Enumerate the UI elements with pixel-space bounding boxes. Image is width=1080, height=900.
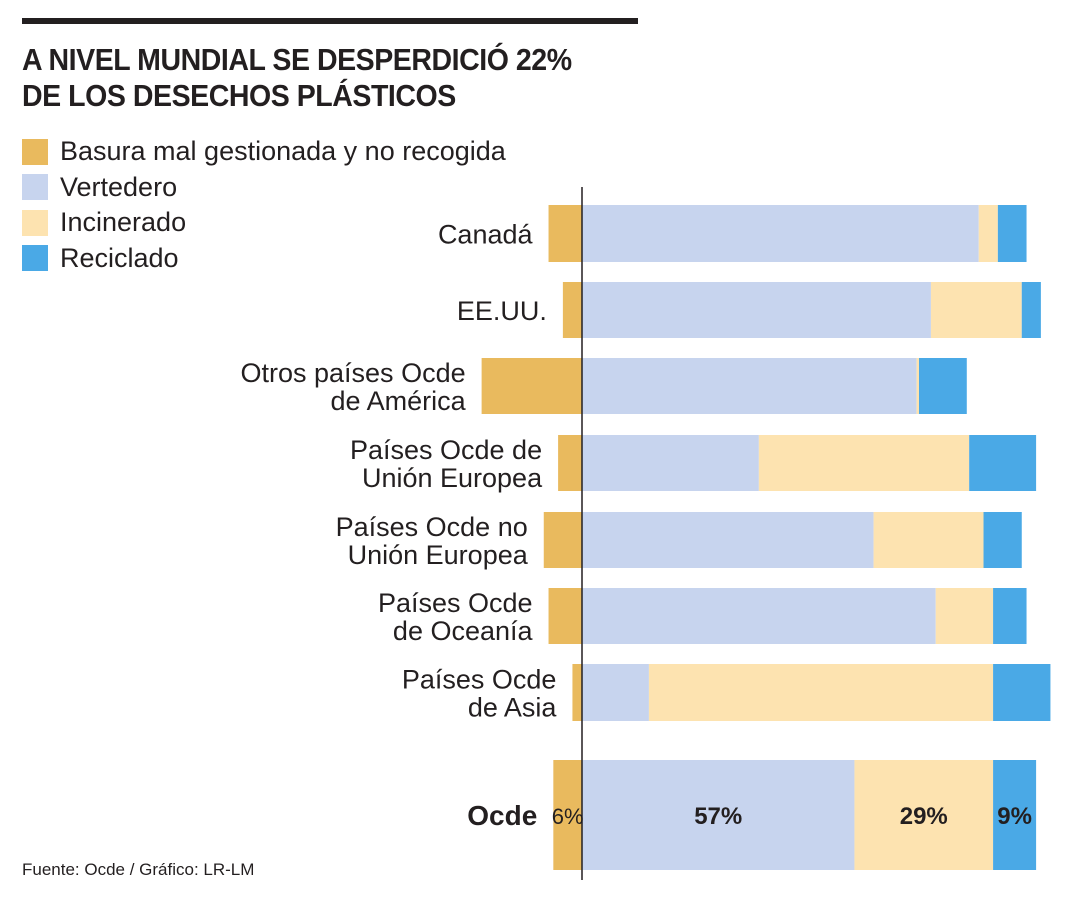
bar-segment-recycled <box>969 435 1037 491</box>
category-label: Unión Europea <box>362 463 543 493</box>
legend-item: Incinerado <box>22 205 506 241</box>
data-label: 9% <box>997 803 1032 830</box>
category-label: Unión Europea <box>348 540 529 570</box>
data-label: 29% <box>900 803 948 830</box>
category-label: EE.UU. <box>457 296 547 326</box>
legend: Basura mal gestionada y no recogida Vert… <box>22 134 506 276</box>
bar-segment-mismanaged <box>548 205 582 262</box>
legend-item: Reciclado <box>22 241 506 277</box>
bar-segment-mismanaged <box>558 435 582 491</box>
bar-segment-incinerated <box>978 205 998 262</box>
bar-segment-recycled <box>1021 282 1041 338</box>
chart-title: A NIVEL MUNDIAL SE DESPERDICIÓ 22% DE LO… <box>22 42 572 114</box>
bar-segment-landfill <box>582 282 931 338</box>
category-label: Otros países Ocde <box>241 358 466 388</box>
title-line-2: DE LOS DESECHOS PLÁSTICOS <box>22 78 456 113</box>
bar-segment-mismanaged <box>481 358 582 414</box>
legend-label: Reciclado <box>60 242 179 273</box>
legend-swatch <box>22 174 48 201</box>
bar-segment-recycled <box>997 205 1027 262</box>
source-note: Fuente: Ocde / Gráfico: LR-LM <box>22 860 255 879</box>
legend-item: Basura mal gestionada y no recogida <box>22 134 506 170</box>
title-line-1: A NIVEL MUNDIAL SE DESPERDICIÓ 22% <box>22 42 572 77</box>
category-label: Países Ocde <box>402 665 557 695</box>
bar-segment-landfill <box>582 512 874 568</box>
bar-segment-incinerated <box>916 358 919 414</box>
category-label: Canadá <box>438 220 534 250</box>
legend-label: Incinerado <box>60 207 187 238</box>
bar-segment-mismanaged <box>572 664 582 721</box>
legend-label: Vertedero <box>60 171 178 202</box>
bar-segment-mismanaged <box>543 512 582 568</box>
legend-swatch <box>22 138 48 165</box>
category-label: Ocde <box>467 800 537 831</box>
bar-segment-landfill <box>582 435 759 491</box>
bar-segment-incinerated <box>648 664 994 721</box>
category-label: de América <box>331 386 467 416</box>
category-label: Países Ocde no <box>336 512 528 542</box>
bar-segment-incinerated <box>935 588 994 644</box>
top-rule <box>22 18 638 24</box>
legend-swatch <box>22 209 48 236</box>
category-label: de Oceanía <box>393 616 534 646</box>
legend-item: Vertedero <box>22 170 506 206</box>
bar-segment-landfill <box>582 205 979 262</box>
bar-segment-landfill <box>582 664 649 721</box>
data-label: 6% <box>552 804 584 829</box>
bar-segment-recycled <box>918 358 967 414</box>
bar-segment-landfill <box>582 588 936 644</box>
category-label: Países Ocde <box>378 588 533 618</box>
legend-swatch <box>22 245 48 272</box>
bar-segment-mismanaged <box>548 588 582 644</box>
bar-segment-recycled <box>993 664 1051 721</box>
legend-label: Basura mal gestionada y no recogida <box>60 136 506 167</box>
bar-segment-incinerated <box>854 760 994 870</box>
category-label: Países Ocde de <box>350 435 542 465</box>
data-label: 57% <box>694 803 742 830</box>
bar-segment-recycled <box>993 760 1037 870</box>
bar-segment-incinerated <box>758 435 970 491</box>
bar-segment-recycled <box>983 512 1022 568</box>
bar-segment-mismanaged <box>553 760 582 870</box>
bar-segment-incinerated <box>873 512 984 568</box>
bar-segment-mismanaged <box>562 282 582 338</box>
bar-segment-landfill <box>582 760 855 870</box>
bar-segment-recycled <box>993 588 1027 644</box>
bar-segment-landfill <box>582 358 917 414</box>
category-label: de Asia <box>468 693 558 723</box>
bar-segment-incinerated <box>930 282 1022 338</box>
